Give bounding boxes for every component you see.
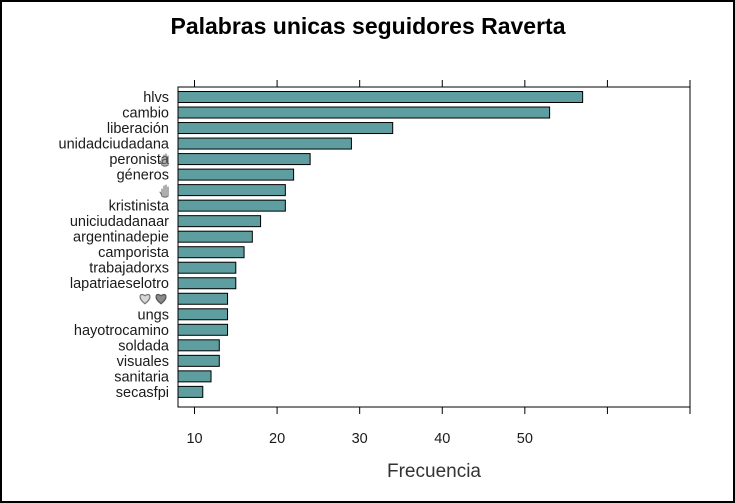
raised-hand-icon [159,153,169,167]
category-label: camporista [98,245,170,261]
bar [177,215,262,228]
category-label: soldada [118,338,170,354]
bar [177,261,237,274]
bar [177,153,311,166]
bar [177,230,253,243]
bar [177,184,286,197]
bar [177,168,295,181]
bar [177,308,229,321]
bar [177,277,237,290]
chart-title: Palabras unicas seguidores Raverta [170,13,565,39]
bar [177,339,220,352]
category-label: argentinadepie [73,230,169,246]
bar [177,137,352,150]
category-label: unidadciudadana [59,137,170,153]
x-tick-label: 50 [517,431,533,447]
x-tick-label: 10 [186,431,202,447]
category-label: cambio [122,106,169,122]
bar [177,91,584,103]
bars-group [177,91,584,398]
x-tick-label: 40 [434,431,450,447]
category-label: trabajadorxs [89,261,169,277]
bar [177,246,245,259]
category-label: ungs [138,307,169,323]
category-label: kristinista [109,199,170,215]
category-label: géneros [117,168,169,184]
x-tick-label: 30 [352,431,368,447]
bar [177,354,220,367]
x-tick-label: 20 [269,431,285,447]
category-label: secasfpi [116,385,169,401]
hearts-icon [139,293,167,305]
category-label: sanitaria [114,369,170,385]
bar [177,323,229,336]
top-axis [194,80,691,87]
x-axis-title: Frecuencia [387,461,481,482]
bar [177,106,551,119]
category-label: peronista [109,152,170,168]
bar [177,122,394,135]
category-label: hlvs [143,90,169,106]
bar [177,385,204,398]
category-labels: hlvscambioliberaciónunidadciudadanaperon… [59,90,170,401]
category-label: hayotrocamino [74,323,169,339]
bar [177,370,212,383]
bar [177,292,229,305]
plot-area [177,86,691,408]
category-label: liberación [107,121,169,137]
category-label: uniciudadanaar [70,214,169,230]
category-label: visuales [117,354,169,370]
bottom-axis: 10 20 30 40 50 [186,407,691,447]
category-label: lapatriaeselotro [70,276,169,292]
raised-hand-icon [159,184,169,198]
bar [177,199,286,212]
